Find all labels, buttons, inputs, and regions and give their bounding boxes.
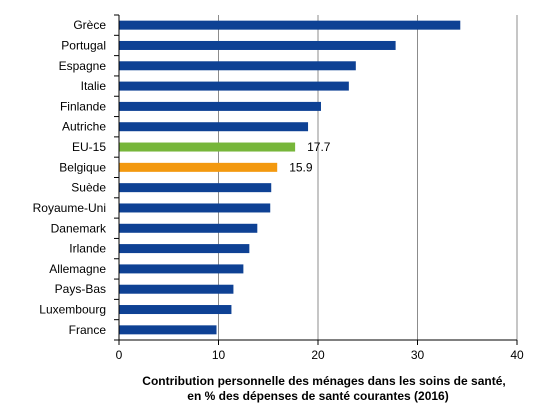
bar-belgique (119, 162, 278, 172)
bar-luxembourg (119, 305, 232, 315)
category-label: Espagne (59, 59, 107, 73)
category-label: Portugal (61, 38, 106, 52)
x-tick-label: 40 (510, 348, 524, 362)
x-tick-label: 20 (311, 348, 325, 362)
category-label: Pays-Bas (55, 282, 106, 296)
bars (119, 20, 461, 335)
bar-espagne (119, 61, 356, 71)
category-label: Italie (81, 79, 107, 93)
bar-portugal (119, 40, 396, 50)
bar-eu-15 (119, 142, 296, 152)
bar-france (119, 325, 217, 335)
category-label: Danemark (51, 221, 107, 235)
x-tick-label: 30 (411, 348, 425, 362)
data-label: 17.7 (307, 140, 331, 154)
bar-autriche (119, 122, 309, 132)
bar-su-de (119, 183, 272, 193)
x-tick-label: 10 (212, 348, 226, 362)
bar-italie (119, 81, 349, 91)
category-label: Autriche (62, 120, 106, 134)
bar-allemagne (119, 264, 244, 274)
labels: Grèce Portugal Espagne Italie Finlande Autric… (33, 18, 524, 362)
axes (114, 14, 518, 345)
category-label: Finlande (60, 99, 106, 113)
bar-royaume-uni (119, 203, 271, 213)
bar-irlande (119, 244, 250, 254)
category-label: Belgique (59, 160, 106, 174)
category-label: Luxembourg (39, 303, 106, 317)
category-label: Royaume-Uni (33, 201, 106, 215)
bar-finlande (119, 101, 321, 111)
x-axis-title-line-1: Contribution personnelle des ménages dan… (142, 374, 505, 388)
bar-gr-ce (119, 20, 461, 30)
category-label: France (69, 323, 107, 337)
category-label: Grèce (73, 18, 106, 32)
data-label: 15.9 (289, 160, 313, 174)
category-label: Suède (71, 181, 106, 195)
category-label: Allemagne (49, 262, 106, 276)
bar-danemark (119, 223, 258, 233)
category-label: EU-15 (72, 140, 106, 154)
x-axis-title-line-2: en % des dépenses de santé courantes (20… (187, 389, 448, 403)
x-tick-label: 0 (116, 348, 123, 362)
bar-pays-bas (119, 284, 234, 294)
category-label: Irlande (69, 242, 106, 256)
